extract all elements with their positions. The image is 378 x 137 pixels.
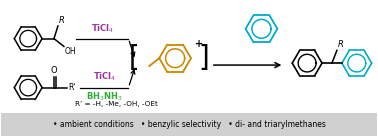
Text: • ambient conditions   • benzylic selectivity   • di- and triarylmethanes: • ambient conditions • benzylic selectiv…	[53, 120, 325, 129]
Text: O: O	[51, 66, 57, 75]
Text: TiCl$_4$: TiCl$_4$	[91, 22, 114, 35]
Text: [: [	[125, 44, 142, 72]
Text: BH$_3$NH$_3$: BH$_3$NH$_3$	[86, 91, 122, 103]
Text: R': R'	[68, 83, 75, 92]
Text: OH: OH	[65, 47, 76, 56]
Text: ]: ]	[197, 44, 213, 72]
Text: R’ = -H, -Me, -OH, -OEt: R’ = -H, -Me, -OH, -OEt	[75, 101, 158, 107]
Text: R: R	[59, 16, 65, 25]
Bar	[2, 113, 376, 136]
Text: R: R	[338, 40, 344, 49]
Text: +: +	[195, 39, 203, 49]
Text: TiCl$_4$: TiCl$_4$	[93, 70, 116, 83]
